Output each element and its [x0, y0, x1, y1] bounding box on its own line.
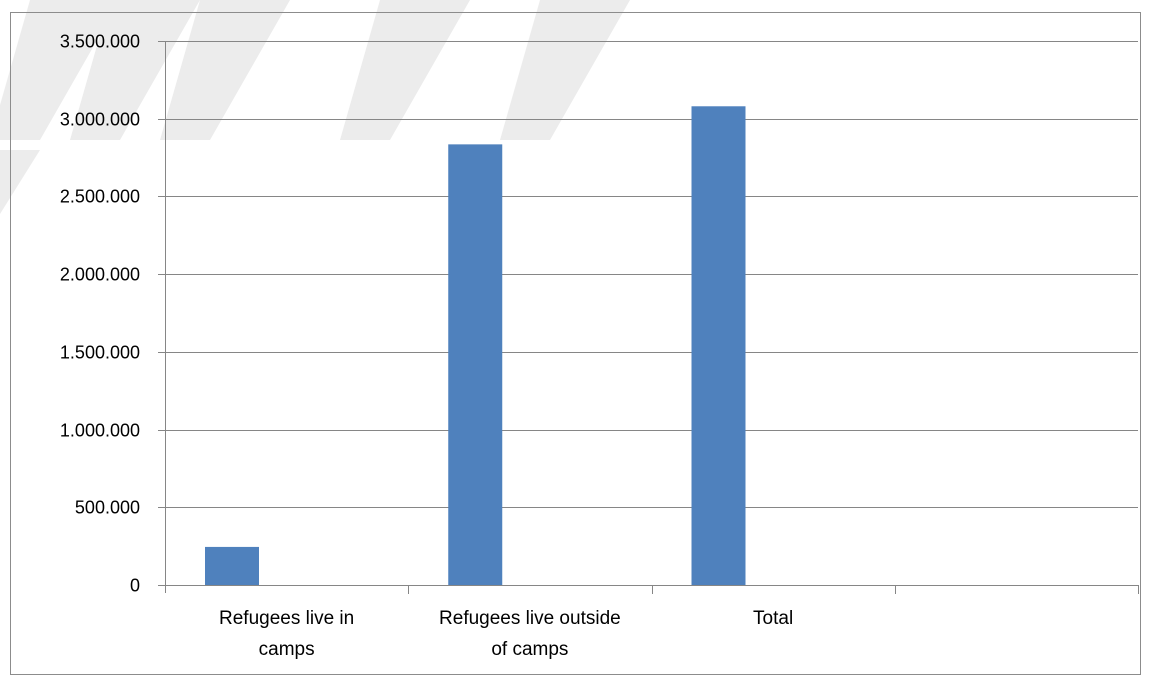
y-tick-label-2: 1.000.000: [60, 421, 140, 441]
y-tick-label-5: 2.500.000: [60, 187, 140, 207]
bar-1: [448, 144, 503, 586]
y-tick-labels: 0 500.000 1.000.000 1.500.000 2.000.000 2.500…: [60, 32, 140, 596]
x-category-label-1-line-1: of camps: [491, 639, 568, 660]
y-tick-label-3: 1.500.000: [60, 343, 140, 363]
y-tick-label-7: 3.500.000: [60, 32, 140, 52]
x-category-labels: Refugees live in camps Refugees live outsi…: [219, 608, 793, 660]
axes: [158, 41, 1139, 594]
y-tick-label-4: 2.000.000: [60, 265, 140, 285]
chart-frame: [10, 12, 1141, 675]
y-tick-label-0: 0: [130, 576, 140, 596]
gridlines: [158, 41, 1138, 508]
x-category-label-1-line-0: Refugees live outside: [439, 608, 621, 629]
bar-0: [205, 546, 259, 585]
x-category-label-0-line-0: Refugees live in: [219, 608, 354, 629]
bar-2: [691, 106, 746, 585]
y-tick-label-1: 500.000: [75, 498, 140, 518]
x-category-label-0-line-1: camps: [259, 639, 315, 660]
x-category-label-2-line-0: Total: [753, 608, 793, 629]
bars: [205, 106, 746, 586]
y-tick-label-6: 3.000.000: [60, 110, 140, 130]
